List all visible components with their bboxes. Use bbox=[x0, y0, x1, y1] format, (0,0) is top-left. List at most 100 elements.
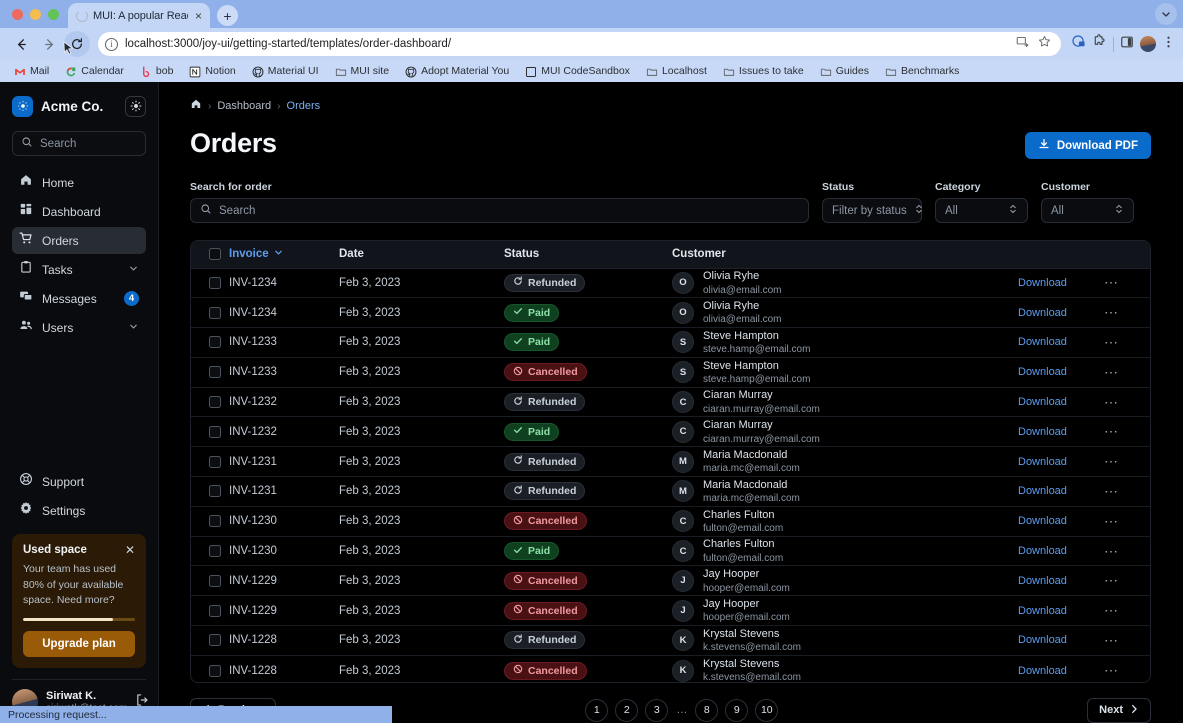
logout-icon[interactable] bbox=[135, 693, 149, 712]
bookmark-item[interactable]: Guides bbox=[812, 65, 877, 77]
row-menu-icon[interactable]: ⋯ bbox=[1104, 333, 1119, 350]
table-row[interactable]: INV-1229 Feb 3, 2023 Cancelled J Jay Hooper h… bbox=[191, 565, 1150, 596]
new-tab-button[interactable]: + bbox=[217, 5, 238, 26]
status-select[interactable]: Filter by status bbox=[822, 198, 922, 223]
bookmark-star-icon[interactable] bbox=[1038, 35, 1051, 53]
download-link[interactable]: Download bbox=[1018, 515, 1067, 528]
sidebar-item-messages[interactable]: Messages 4 bbox=[12, 285, 146, 312]
page-number-button[interactable]: 3 bbox=[645, 698, 669, 722]
row-menu-icon[interactable]: ⋯ bbox=[1104, 304, 1119, 321]
row-checkbox[interactable] bbox=[209, 425, 221, 438]
page-number-button[interactable]: 9 bbox=[725, 698, 749, 722]
close-window-button[interactable] bbox=[12, 8, 23, 20]
row-menu-icon[interactable]: ⋯ bbox=[1104, 423, 1119, 440]
upgrade-plan-button[interactable]: Upgrade plan bbox=[23, 631, 135, 657]
row-checkbox[interactable] bbox=[209, 574, 221, 587]
chrome-menu-icon[interactable] bbox=[1162, 35, 1175, 54]
row-checkbox[interactable] bbox=[209, 515, 221, 528]
page-number-button[interactable]: 10 bbox=[755, 698, 779, 722]
row-menu-icon[interactable]: ⋯ bbox=[1104, 393, 1119, 410]
download-link[interactable]: Download bbox=[1018, 545, 1067, 558]
row-checkbox[interactable] bbox=[209, 455, 221, 468]
table-row[interactable]: INV-1233 Feb 3, 2023 Cancelled S Steve Hampt… bbox=[191, 356, 1150, 388]
table-row[interactable]: INV-1230 Feb 3, 2023 Cancelled C Charles Ful… bbox=[191, 505, 1150, 537]
row-checkbox[interactable] bbox=[209, 396, 221, 409]
row-menu-icon[interactable]: ⋯ bbox=[1104, 542, 1119, 559]
download-link[interactable]: Download bbox=[1018, 336, 1067, 349]
row-menu-icon[interactable]: ⋯ bbox=[1104, 512, 1119, 529]
row-menu-icon[interactable]: ⋯ bbox=[1104, 453, 1119, 470]
download-link[interactable]: Download bbox=[1018, 485, 1067, 498]
install-app-icon[interactable] bbox=[1016, 35, 1029, 53]
color-scheme-toggle-button[interactable] bbox=[125, 95, 146, 117]
table-row[interactable]: INV-1230 Feb 3, 2023 Paid C Charles Fulton fu… bbox=[191, 535, 1150, 566]
page-number-button[interactable]: 8 bbox=[695, 698, 719, 722]
next-page-button[interactable]: Next bbox=[1087, 697, 1151, 723]
row-checkbox[interactable] bbox=[209, 366, 221, 379]
sidebar-item-dashboard[interactable]: Dashboard bbox=[12, 198, 146, 225]
select-all-checkbox[interactable] bbox=[209, 248, 221, 261]
split-view-icon[interactable] bbox=[1120, 35, 1134, 54]
bookmark-item[interactable]: Material UI bbox=[244, 65, 327, 78]
column-invoice[interactable]: Invoice bbox=[229, 241, 339, 269]
column-status[interactable]: Status bbox=[504, 241, 672, 269]
category-select[interactable]: All bbox=[935, 198, 1028, 223]
row-checkbox[interactable] bbox=[209, 664, 221, 677]
download-link[interactable]: Download bbox=[1018, 604, 1067, 617]
customer-select[interactable]: All bbox=[1041, 198, 1134, 223]
row-checkbox[interactable] bbox=[209, 634, 221, 647]
row-checkbox[interactable] bbox=[209, 545, 221, 558]
back-button[interactable] bbox=[8, 31, 34, 57]
page-number-button[interactable]: 2 bbox=[615, 698, 639, 722]
download-link[interactable]: Download bbox=[1018, 396, 1067, 409]
breadcrumb-dashboard[interactable]: Dashboard bbox=[217, 100, 272, 112]
table-row[interactable]: INV-1228 Feb 3, 2023 Cancelled K Krystal Ste… bbox=[191, 654, 1150, 683]
bookmark-item[interactable]: Mail bbox=[6, 65, 57, 77]
tab-list-chevron-down-icon[interactable] bbox=[1155, 3, 1177, 25]
sidebar-search-input[interactable]: Search bbox=[12, 131, 146, 156]
row-menu-icon[interactable]: ⋯ bbox=[1104, 363, 1119, 380]
sidebar-item-orders[interactable]: Orders bbox=[12, 227, 146, 254]
bookmark-item[interactable]: Benchmarks bbox=[877, 65, 967, 77]
minimize-window-button[interactable] bbox=[30, 8, 41, 20]
bookmark-item[interactable]: Calendar bbox=[57, 65, 132, 77]
download-link[interactable]: Download bbox=[1018, 664, 1067, 677]
table-row[interactable]: INV-1234 Feb 3, 2023 Refunded O Olivia Ryhe o… bbox=[191, 268, 1150, 298]
maximize-window-button[interactable] bbox=[48, 8, 59, 20]
table-row[interactable]: INV-1232 Feb 3, 2023 Paid C Ciaran Murray cia… bbox=[191, 416, 1150, 447]
download-link[interactable]: Download bbox=[1018, 455, 1067, 468]
sidebar-item-tasks[interactable]: Tasks bbox=[12, 256, 146, 283]
row-checkbox[interactable] bbox=[209, 306, 221, 319]
download-pdf-button[interactable]: Download PDF bbox=[1024, 132, 1151, 159]
download-link[interactable]: Download bbox=[1018, 425, 1067, 438]
row-menu-icon[interactable]: ⋯ bbox=[1104, 631, 1119, 648]
search-input[interactable]: Search bbox=[190, 198, 809, 223]
table-row[interactable]: INV-1234 Feb 3, 2023 Paid O Olivia Ryhe olivi… bbox=[191, 297, 1150, 328]
table-row[interactable]: INV-1228 Feb 3, 2023 Refunded K Krystal Stev… bbox=[191, 625, 1150, 656]
row-menu-icon[interactable]: ⋯ bbox=[1104, 602, 1119, 619]
profile-avatar[interactable] bbox=[1140, 36, 1156, 52]
table-row[interactable]: INV-1231 Feb 3, 2023 Refunded M Maria Macdon… bbox=[191, 476, 1150, 507]
row-checkbox[interactable] bbox=[209, 336, 221, 349]
bookmark-item[interactable]: Localhost bbox=[638, 65, 715, 77]
column-date[interactable]: Date bbox=[339, 241, 504, 269]
sidebar-item-users[interactable]: Users bbox=[12, 314, 146, 341]
column-customer[interactable]: Customer bbox=[672, 241, 1018, 269]
row-checkbox[interactable] bbox=[209, 485, 221, 498]
table-row[interactable]: INV-1233 Feb 3, 2023 Paid S Steve Hampton ste… bbox=[191, 327, 1150, 358]
privacy-shield-icon[interactable] bbox=[1071, 34, 1086, 54]
address-bar[interactable]: i localhost:3000/joy-ui/getting-started/… bbox=[98, 32, 1061, 56]
bookmark-item[interactable]: MUI site bbox=[327, 65, 398, 77]
table-row[interactable]: INV-1232 Feb 3, 2023 Refunded C Ciaran Murra… bbox=[191, 386, 1150, 417]
bookmark-item[interactable]: MUI CodeSandbox bbox=[517, 65, 638, 77]
download-link[interactable]: Download bbox=[1018, 276, 1067, 289]
row-checkbox[interactable] bbox=[209, 604, 221, 617]
chevron-down-icon[interactable] bbox=[128, 261, 139, 279]
page-number-button[interactable]: 1 bbox=[585, 698, 609, 722]
sidebar-item-support[interactable]: Support bbox=[12, 468, 146, 495]
download-link[interactable]: Download bbox=[1018, 634, 1067, 647]
site-info-icon[interactable]: i bbox=[105, 37, 118, 51]
row-menu-icon[interactable]: ⋯ bbox=[1104, 274, 1119, 291]
bookmark-item[interactable]: Adopt Material You bbox=[397, 65, 517, 78]
download-link[interactable]: Download bbox=[1018, 306, 1067, 319]
